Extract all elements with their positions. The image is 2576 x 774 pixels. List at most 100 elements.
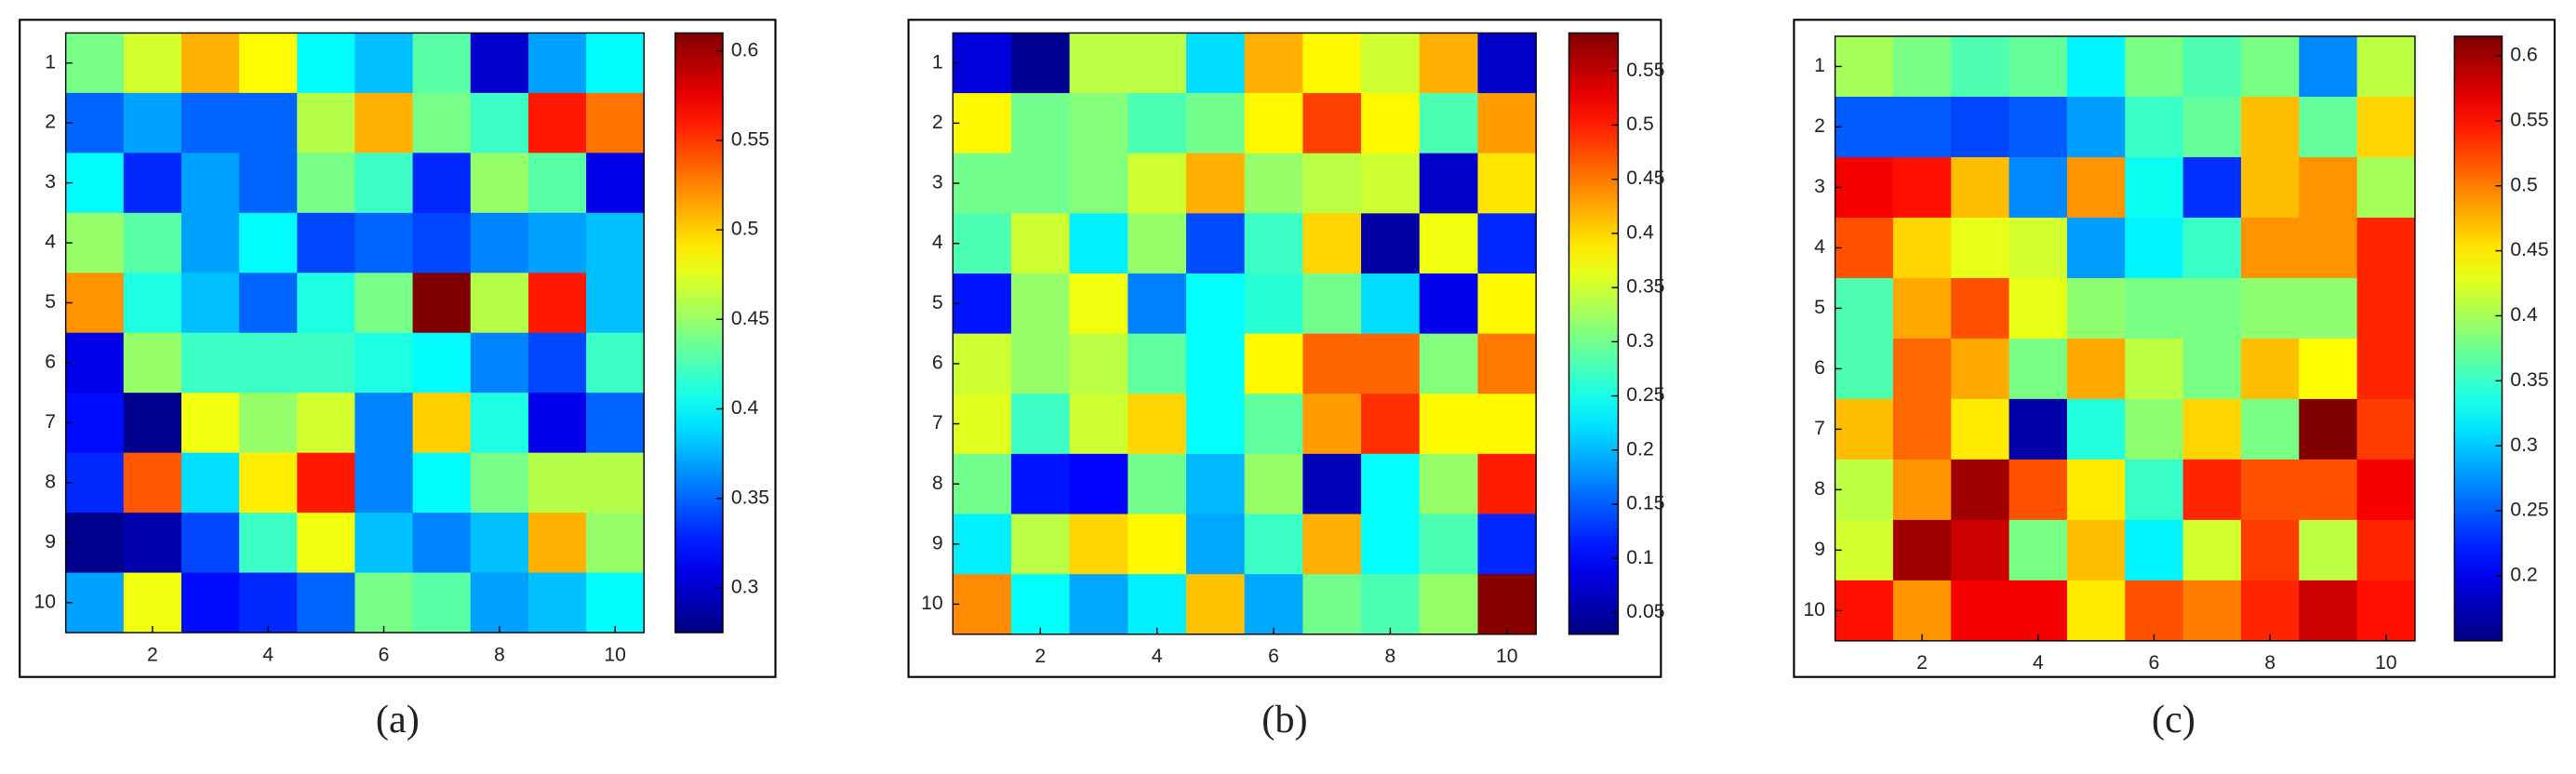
heatmap-cell <box>2125 519 2184 581</box>
heatmap-cell <box>470 33 529 94</box>
heatmap-cell <box>1244 213 1303 274</box>
heatmap-cell <box>412 153 472 214</box>
plot-border <box>1834 35 2416 642</box>
heatmap-cell <box>354 452 414 514</box>
heatmap-cell <box>354 332 414 394</box>
heatmap-cell <box>65 572 125 634</box>
heatmap-cell <box>2356 35 2416 98</box>
heatmap-cell <box>2009 459 2068 521</box>
heatmap-cell <box>2009 519 2068 581</box>
heatmap-cell <box>953 453 1012 515</box>
heatmap-cell <box>1835 217 1894 279</box>
colorbar-tick-label: 0.45 <box>2510 239 2548 260</box>
heatmap-cell <box>953 153 1012 214</box>
heatmap-cell <box>1835 398 1894 460</box>
colorbar-tick-label: 0.35 <box>731 487 769 508</box>
heatmap-cell <box>123 92 182 153</box>
heatmap-cell <box>1892 96 1952 158</box>
heatmap-cell <box>527 452 587 514</box>
colorbar-tick-label: 0.55 <box>731 128 769 150</box>
heatmap-cell <box>239 212 298 274</box>
x-tick-label: 10 <box>1496 646 1518 667</box>
heatmap-cell <box>1419 453 1478 515</box>
plot-border <box>64 32 645 634</box>
heatmap-cell <box>354 393 414 454</box>
heatmap-cell <box>527 92 587 153</box>
x-tick-label: 10 <box>2375 652 2397 674</box>
heatmap-cell <box>527 273 587 334</box>
heatmap-cell <box>1244 33 1303 94</box>
colorbar-tick-label: 0.2 <box>1626 438 1653 460</box>
heatmap-cell <box>2299 217 2358 279</box>
heatmap-cell <box>412 572 472 634</box>
colorbar-tick-label: 0.3 <box>731 577 758 598</box>
heatmap-cell <box>354 33 414 94</box>
heatmap-cell <box>1186 453 1246 515</box>
heatmap-cell <box>2182 580 2242 642</box>
heatmap-cell <box>2125 398 2184 460</box>
heatmap-cell <box>527 153 587 214</box>
heatmap-cell <box>1069 93 1128 154</box>
x-tick-label: 6 <box>379 644 390 665</box>
heatmap-cell <box>1892 459 1952 521</box>
heatmap-cell <box>239 33 298 94</box>
heatmap-cell <box>2009 398 2068 460</box>
heatmap-cell <box>1128 394 1187 455</box>
heatmap-cell <box>1892 338 1952 400</box>
heatmap-cell <box>354 153 414 214</box>
heatmap-cell <box>470 332 529 394</box>
heatmap-cell <box>2240 519 2300 581</box>
heatmap-cell <box>1302 394 1362 455</box>
heatmap-cell <box>2240 35 2300 98</box>
colorbar-tick-label: 0.3 <box>2510 434 2537 456</box>
heatmap-cell <box>1302 33 1362 94</box>
colorbar-tick-label: 0.15 <box>1626 493 1664 514</box>
heatmap-cell <box>412 393 472 454</box>
heatmap-cell <box>1302 153 1362 214</box>
heatmap-cell <box>470 212 529 274</box>
y-tick-label: 3 <box>1814 176 1825 197</box>
colorbar-tick-label: 0.1 <box>1626 547 1653 568</box>
heatmap-cell <box>354 513 414 574</box>
heatmap-cell <box>297 513 355 574</box>
heatmap-cell <box>123 153 182 214</box>
heatmap-cell <box>2299 277 2358 340</box>
y-tick-label: 6 <box>932 353 943 374</box>
heatmap-cell <box>2240 96 2300 158</box>
heatmap-cell <box>527 332 587 394</box>
heatmap-cell <box>2240 398 2300 460</box>
x-tick-label: 8 <box>2264 652 2276 674</box>
heatmap-cell <box>586 393 645 454</box>
heatmap-cell <box>297 572 355 634</box>
colorbar-tick-label: 0.5 <box>1626 113 1653 135</box>
colorbar-tick-label: 0.2 <box>2510 565 2537 586</box>
heatmap-cell <box>586 33 645 94</box>
colorbar-tick-label: 0.25 <box>1626 384 1664 406</box>
heatmap-cell <box>1361 33 1421 94</box>
heatmap-cell <box>1069 333 1128 394</box>
heatmap-cell <box>1892 156 1952 219</box>
heatmap-cell <box>2356 519 2416 581</box>
heatmap-cell <box>2066 217 2126 279</box>
heatmap-cell <box>1010 273 1071 335</box>
heatmap-cell <box>470 572 529 634</box>
colorbar-tick-label: 0.55 <box>2510 109 2548 130</box>
heatmap-cell <box>953 273 1012 335</box>
heatmap-cell <box>1069 153 1128 214</box>
heatmap-cell <box>239 452 298 514</box>
heatmap-cell <box>2356 338 2416 400</box>
heatmap-cell <box>1892 35 1952 98</box>
y-tick-label: 9 <box>45 531 56 553</box>
y-tick-label: 5 <box>1814 297 1825 318</box>
heatmap-cell <box>1361 394 1421 455</box>
heatmap-cell <box>1419 273 1478 335</box>
x-tick-label: 4 <box>262 644 274 665</box>
heatmap-cell <box>297 273 355 334</box>
heatmap-cell <box>527 33 587 94</box>
heatmap-cell <box>1892 217 1952 279</box>
colorbar-tick-label: 0.35 <box>2510 369 2548 391</box>
heatmap-cell <box>2066 35 2126 98</box>
heatmap-cell <box>1951 35 2010 98</box>
heatmap-cell <box>2066 398 2126 460</box>
colorbar-tick-label: 0.55 <box>1626 60 1664 81</box>
